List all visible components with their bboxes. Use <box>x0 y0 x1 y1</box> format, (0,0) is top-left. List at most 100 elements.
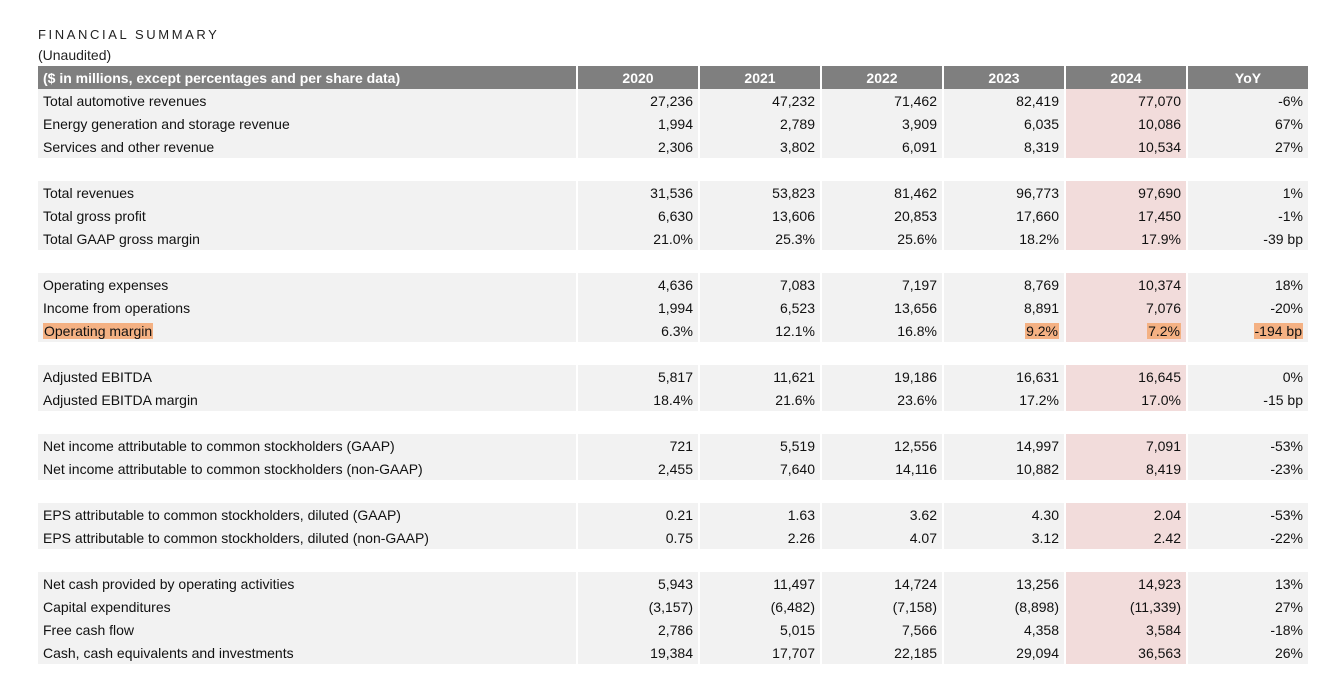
value-yoy: -39 bp <box>1263 230 1303 247</box>
value-yoy-cell: 27% <box>1187 135 1308 158</box>
value-2022: 7,566 <box>901 621 937 638</box>
value-2020: 27,236 <box>650 92 693 109</box>
value-2023: (8,898) <box>1014 598 1059 615</box>
value-2024-cell: 7,091 <box>1065 434 1188 457</box>
value-yoy-cell: -15 bp <box>1187 388 1308 411</box>
value-2021-cell: 11,497 <box>699 572 822 595</box>
group-spacer <box>38 411 1308 434</box>
value-2021: 1.63 <box>787 506 815 523</box>
value-2023-cell: 8,769 <box>943 273 1066 296</box>
year-header-2022: 2022 <box>821 66 944 89</box>
value-2022-cell: 3,909 <box>821 112 944 135</box>
row-label-cell: Operating expenses <box>38 273 578 296</box>
table-row: Adjusted EBITDA 5,817 11,621 19,186 16,631 16… <box>38 365 1308 388</box>
value-2023-cell: 13,256 <box>943 572 1066 595</box>
value-2023: 8,891 <box>1023 299 1059 316</box>
value-2023-cell: 17.2% <box>943 388 1066 411</box>
value-2020: 0.21 <box>665 506 693 523</box>
row-label-cell: Net income attributable to common stockh… <box>38 434 578 457</box>
value-2022-cell: 7,566 <box>821 618 944 641</box>
value-yoy: 27% <box>1274 598 1303 615</box>
value-2023: 4,358 <box>1023 621 1059 638</box>
value-2022-cell: 81,462 <box>821 181 944 204</box>
spacer-cell <box>38 342 1308 365</box>
value-2023-cell: 18.2% <box>943 227 1066 250</box>
row-label-cell: Operating margin <box>38 319 578 342</box>
value-yoy-cell: -1% <box>1187 204 1308 227</box>
value-2024-cell: 7,076 <box>1065 296 1188 319</box>
row-label-cell: Total gross profit <box>38 204 578 227</box>
row-label: Operating margin <box>43 322 154 339</box>
value-2023: 82,419 <box>1016 92 1059 109</box>
value-2022: 20,853 <box>894 207 937 224</box>
value-2024-cell: 10,534 <box>1065 135 1188 158</box>
value-2024-cell: 77,070 <box>1065 89 1188 112</box>
value-2023: 8,769 <box>1023 276 1059 293</box>
value-yoy: 27% <box>1274 138 1303 155</box>
value-2024-cell: 10,374 <box>1065 273 1188 296</box>
value-2022: 4.07 <box>909 529 937 546</box>
value-yoy: -53% <box>1270 506 1303 523</box>
value-2021: (6,482) <box>770 598 815 615</box>
value-yoy: -23% <box>1270 460 1303 477</box>
value-2021: 13,606 <box>772 207 815 224</box>
table-header-row: ($ in millions, except percentages and p… <box>38 66 1308 89</box>
table-row: Adjusted EBITDA margin 18.4% 21.6% 23.6% 17.… <box>38 388 1308 411</box>
row-label-cell: Adjusted EBITDA margin <box>38 388 578 411</box>
value-2024-cell: 7.2% <box>1065 319 1188 342</box>
table-row: Operating margin 6.3% 12.1% 16.8% 9.2% 7.2% -1… <box>38 319 1308 342</box>
value-yoy: -1% <box>1278 207 1303 224</box>
spacer-cell <box>38 158 1308 181</box>
value-yoy: 1% <box>1282 184 1303 201</box>
value-2022: 22,185 <box>894 644 937 661</box>
row-label: Net income attributable to common stockh… <box>43 460 423 477</box>
value-2020-cell: 2,306 <box>577 135 700 158</box>
value-2021-cell: 2.26 <box>699 526 822 549</box>
value-yoy: 18% <box>1274 276 1303 293</box>
value-2020: 4,636 <box>657 276 693 293</box>
value-yoy-cell: -22% <box>1187 526 1308 549</box>
value-2021-cell: 6,523 <box>699 296 822 319</box>
table-row: Energy generation and storage revenue 1,9… <box>38 112 1308 135</box>
value-2023: 10,882 <box>1016 460 1059 477</box>
value-yoy-cell: -6% <box>1187 89 1308 112</box>
table-row: Operating expenses 4,636 7,083 7,197 8,769 10… <box>38 273 1308 296</box>
row-label: EPS attributable to common stockholders,… <box>43 529 429 546</box>
row-label-cell: Cash, cash equivalents and investments <box>38 641 578 664</box>
value-2021: 12.1% <box>775 322 815 339</box>
value-2021: 21.6% <box>775 391 815 408</box>
row-label: EPS attributable to common stockholders,… <box>43 506 401 523</box>
value-2020-cell: 27,236 <box>577 89 700 112</box>
value-2024: 2.42 <box>1153 529 1181 546</box>
table-row: Net income attributable to common stockh… <box>38 434 1308 457</box>
value-2020: 2,455 <box>657 460 693 477</box>
table-row: EPS attributable to common stockholders,… <box>38 526 1308 549</box>
value-2020-cell: 0.75 <box>577 526 700 549</box>
value-2024: 16,645 <box>1138 368 1181 385</box>
value-yoy: 13% <box>1274 575 1303 592</box>
value-2022-cell: 20,853 <box>821 204 944 227</box>
value-yoy-cell: -194 bp <box>1187 319 1308 342</box>
value-2022: 12,556 <box>894 437 937 454</box>
value-2020: 0.75 <box>665 529 693 546</box>
value-2023: 6,035 <box>1023 115 1059 132</box>
value-2020: 31,536 <box>650 184 693 201</box>
row-label: Net income attributable to common stockh… <box>43 437 395 454</box>
value-2022-cell: 23.6% <box>821 388 944 411</box>
value-2020-cell: 0.21 <box>577 503 700 526</box>
value-yoy: 67% <box>1274 115 1303 132</box>
value-2022: 23.6% <box>897 391 937 408</box>
report-subtitle: (Unaudited) <box>38 47 112 63</box>
value-2021-cell: 21.6% <box>699 388 822 411</box>
value-2021-cell: 5,519 <box>699 434 822 457</box>
value-2021: 11,497 <box>773 575 815 592</box>
value-2020: 21.0% <box>653 230 693 247</box>
value-2020-cell: 6,630 <box>577 204 700 227</box>
value-2021: 2.26 <box>787 529 815 546</box>
value-2024: 2.04 <box>1153 506 1181 523</box>
value-2022-cell: 14,116 <box>821 457 944 480</box>
value-2022: (7,158) <box>892 598 937 615</box>
group-spacer <box>38 480 1308 503</box>
value-yoy: -22% <box>1270 529 1303 546</box>
value-yoy: -6% <box>1278 92 1303 109</box>
